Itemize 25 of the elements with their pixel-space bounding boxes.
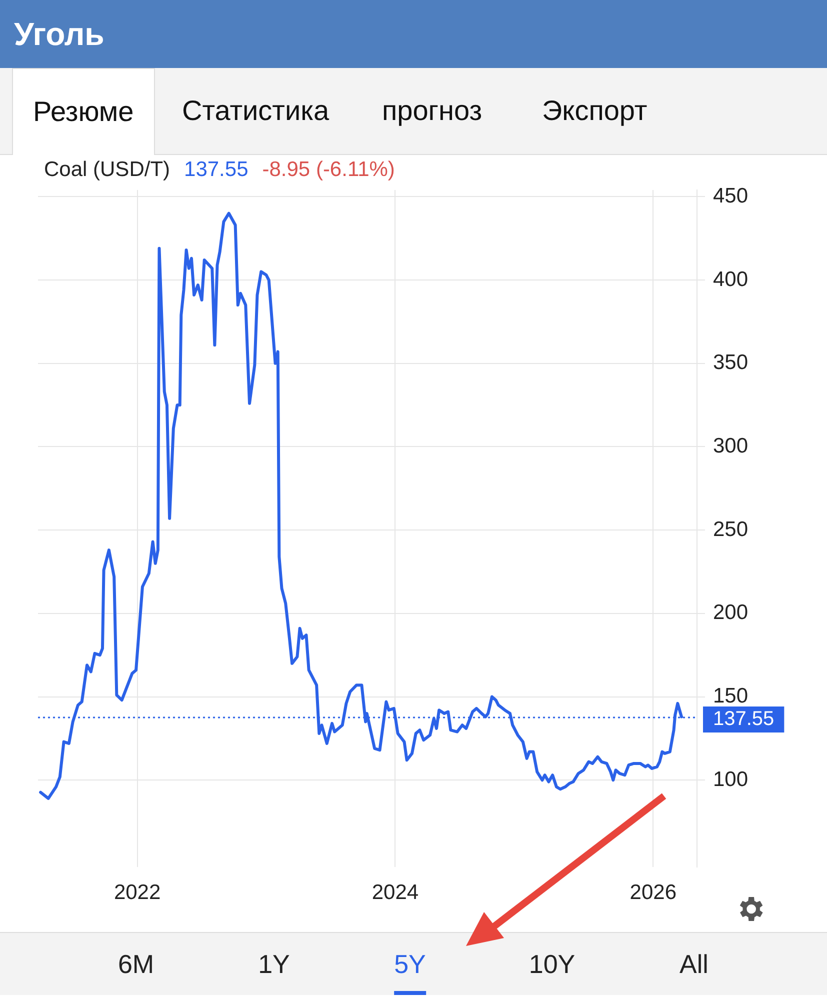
x-tick-label: 2024 <box>372 881 419 904</box>
x-tick-label: 2022 <box>114 881 161 904</box>
text: All <box>680 948 708 981</box>
text: 1Y <box>258 948 290 981</box>
ref-line-label: 137.55 <box>713 708 774 730</box>
text: 6M <box>118 948 154 981</box>
y-tick-label: 350 <box>713 351 748 374</box>
text: -8.95 (-6.11%) <box>262 158 395 181</box>
y-tick-label: 100 <box>713 768 748 791</box>
chart-subtitle: Coal (USD/T) <box>44 158 170 181</box>
y-tick-label: 300 <box>713 434 748 458</box>
x-tick-label: 2026 <box>630 881 677 904</box>
chart-title: Уголь <box>0 0 827 68</box>
text: 137.55 <box>184 158 248 181</box>
text: Резюме <box>12 68 155 155</box>
y-tick-label: 150 <box>713 684 748 708</box>
y-tick-label: 450 <box>713 184 748 208</box>
text: прогноз <box>382 94 482 128</box>
y-tick-label: 250 <box>713 518 748 541</box>
y-tick-label: 200 <box>713 601 748 624</box>
text: Экспорт <box>542 94 648 128</box>
y-tick-label: 400 <box>713 268 748 291</box>
text: 5Y <box>394 937 426 995</box>
text: Статистика <box>182 94 330 128</box>
text: 10Y <box>528 948 576 981</box>
